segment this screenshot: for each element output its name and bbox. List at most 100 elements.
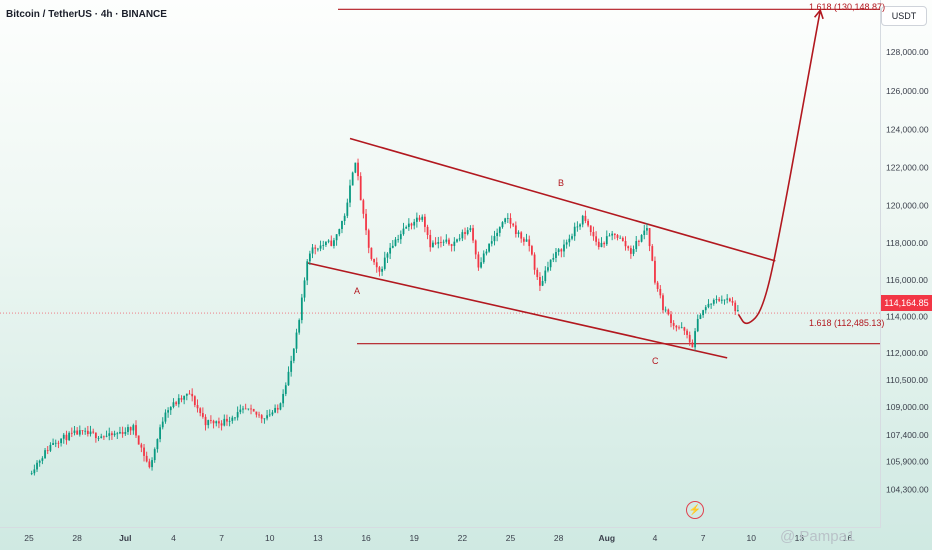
candle-body — [549, 259, 552, 268]
candle-body — [151, 460, 153, 468]
candle-body — [522, 238, 525, 242]
candle-body — [247, 408, 250, 410]
candle-body — [568, 238, 571, 243]
candle-body — [62, 434, 65, 439]
candle-body — [656, 282, 659, 289]
candle-body — [525, 239, 528, 242]
date-tick-label: 19 — [409, 533, 419, 543]
candle-body — [226, 418, 228, 422]
candle-body — [600, 242, 603, 248]
chart-title: Bitcoin / TetherUS · 4h · BINANCE — [6, 9, 167, 20]
candle-body — [683, 327, 686, 331]
candle-body — [584, 215, 587, 221]
candle-body — [469, 228, 472, 231]
candle-body — [547, 267, 549, 271]
candle-body — [453, 241, 456, 246]
candle-body — [303, 280, 306, 298]
candle-body — [702, 310, 704, 316]
candle-body — [92, 431, 95, 433]
candle-body — [333, 240, 335, 246]
candle-body — [555, 251, 557, 258]
candle-body — [402, 228, 405, 235]
watermark: @ Pampa1 — [780, 528, 856, 545]
candle-body — [629, 248, 632, 254]
date-tick-label: 22 — [458, 533, 468, 543]
candle-body — [638, 241, 640, 242]
candle-body — [378, 267, 381, 272]
candle-body — [456, 239, 458, 242]
candle-body — [236, 412, 239, 418]
candle-body — [244, 408, 247, 410]
candle-body — [581, 215, 584, 225]
candle-body — [210, 420, 212, 421]
candle-body — [539, 277, 541, 286]
date-tick-label: 25 — [24, 533, 34, 543]
candle-body — [362, 200, 365, 214]
candle-body — [605, 236, 608, 245]
candle-body — [239, 409, 242, 413]
candle-body — [520, 232, 523, 239]
candle-body — [421, 216, 424, 220]
date-tick-label: 25 — [506, 533, 516, 543]
candle-body — [440, 242, 442, 243]
candle-body — [587, 220, 589, 226]
candle-body — [442, 241, 445, 243]
candle-body — [78, 430, 81, 435]
candle-body — [509, 217, 512, 224]
candle-body — [346, 202, 349, 216]
candle-body — [731, 301, 734, 303]
candle-body — [271, 412, 274, 415]
price-tick-label: 104,300.00 — [886, 485, 929, 495]
candle-body — [373, 258, 375, 263]
candle-body — [111, 433, 113, 436]
date-tick-label: 16 — [843, 533, 853, 543]
candle-body — [506, 217, 509, 219]
candle-body — [552, 257, 555, 260]
price-tick-label: 118,000.00 — [886, 238, 928, 248]
candle-body — [699, 315, 702, 319]
candle-body — [292, 348, 295, 361]
candle-body — [728, 298, 731, 302]
candle-body — [100, 436, 103, 438]
candle-body — [65, 434, 68, 441]
candle-body — [691, 342, 694, 348]
candle-body — [36, 462, 38, 470]
price-tick-label: 128,000.00 — [886, 47, 929, 57]
fib-label-lower: 1.618 (112,485.13) — [809, 318, 885, 328]
date-tick-label: 4 — [171, 533, 176, 543]
candle-body — [715, 299, 718, 300]
candle-body — [290, 360, 293, 372]
wave-label-b: B — [558, 178, 565, 188]
candle-body — [196, 405, 199, 409]
candle-body — [250, 408, 252, 410]
candle-body — [282, 393, 285, 404]
candle-body — [60, 438, 62, 444]
candle-body — [44, 450, 46, 459]
candle-body — [76, 430, 79, 435]
flash-icon[interactable]: ⚡ — [686, 501, 704, 519]
price-tick-label: 107,400.00 — [886, 430, 929, 440]
date-tick-label: 13 — [795, 533, 805, 543]
candle-body — [113, 433, 116, 436]
candle-body — [496, 232, 499, 237]
projection-curve — [737, 10, 822, 325]
candle-body — [418, 217, 421, 220]
candle-body — [327, 240, 330, 242]
candle-body — [498, 227, 501, 233]
candle-body — [466, 230, 469, 234]
candle-body — [490, 241, 493, 244]
candle-body — [688, 334, 691, 343]
candle-body — [73, 430, 76, 433]
projection-arrowhead — [813, 8, 824, 20]
candle-body — [81, 430, 84, 432]
candle-body — [632, 249, 635, 254]
price-tick-label: 112,000.00 — [886, 348, 928, 358]
candle-body — [707, 303, 710, 308]
candle-body — [319, 245, 322, 249]
candle-body — [394, 239, 397, 246]
currency-button[interactable]: USDT — [881, 6, 927, 26]
candle-body — [597, 241, 600, 248]
candle-body — [571, 236, 573, 239]
